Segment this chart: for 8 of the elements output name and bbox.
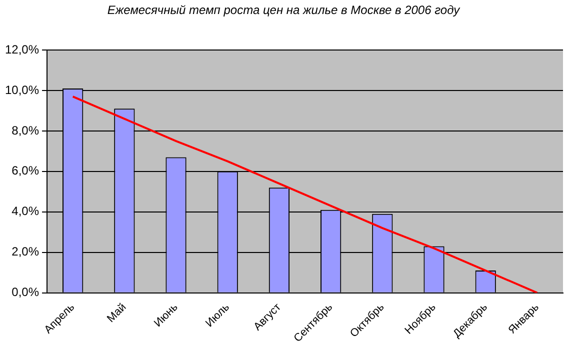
y-tick-label: 6,0% (12, 164, 40, 178)
chart-title: Ежемесячный темп роста цен на жилье в Москве в 2006 году (106, 3, 462, 17)
y-tick-label: 10,0% (4, 82, 40, 97)
y-tick-label: 4,0% (12, 204, 40, 218)
y-tick-label: 12,0% (4, 42, 40, 56)
y-tick-label: 0,0% (12, 285, 40, 300)
y-tick-label: 2,0% (12, 244, 40, 259)
y-tick-label: 8,0% (12, 123, 40, 138)
